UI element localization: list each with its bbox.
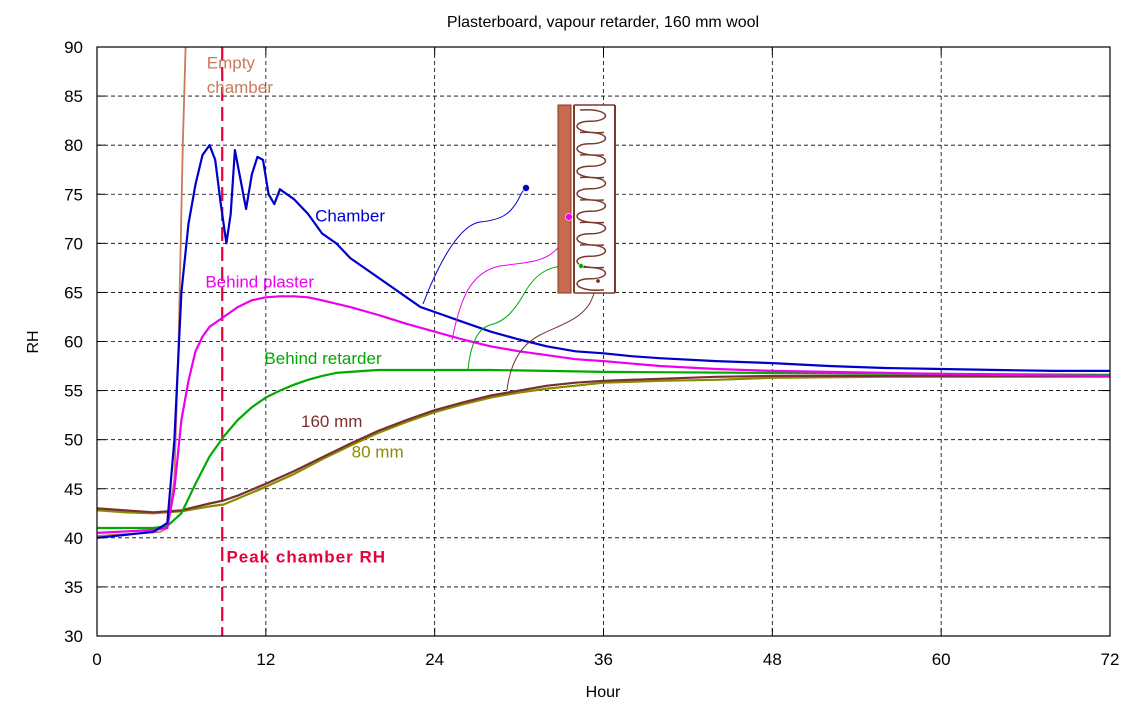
y-axis-label: RH xyxy=(25,330,42,353)
series-layer xyxy=(96,46,1111,539)
x-tick-label: 60 xyxy=(932,650,951,669)
sensor-point xyxy=(595,278,601,284)
y-tick-label: 55 xyxy=(64,382,83,401)
annotation-peak-chamber-rh: Peak chamber RH xyxy=(226,547,386,566)
sensor-point xyxy=(578,263,584,269)
y-tick-label: 45 xyxy=(64,480,83,499)
y-ticks: 30 35 40 45 50 55 60 65 70 75 80 85 90 xyxy=(64,38,1110,646)
x-tick-label: 72 xyxy=(1101,650,1120,669)
y-tick-label: 60 xyxy=(64,333,83,352)
annotation-80-mm: 80 mm xyxy=(352,442,404,461)
annotation-chamber: Chamber xyxy=(315,207,385,226)
y-tick-label: 75 xyxy=(64,185,83,204)
series-line-chamber xyxy=(96,144,1110,539)
x-axis-label: Hour xyxy=(586,684,621,701)
y-tick-label: 80 xyxy=(64,136,83,155)
y-tick-label: 70 xyxy=(64,234,83,253)
y-tick-label: 30 xyxy=(64,627,83,646)
series-line-80-mm xyxy=(96,375,1110,515)
sensor-point xyxy=(522,184,530,192)
leader-line xyxy=(422,187,527,305)
x-tick-label: 36 xyxy=(594,650,613,669)
annotation-chamber: chamber xyxy=(207,78,273,97)
wall-section-icon xyxy=(522,104,616,294)
annotation-behind-retarder: Behind retarder xyxy=(264,349,382,368)
series-line-behind-plaster xyxy=(96,295,1111,534)
y-tick-label: 40 xyxy=(64,529,83,548)
y-tick-label: 85 xyxy=(64,87,83,106)
annotation-empty: Empty xyxy=(207,54,256,73)
x-tick-label: 0 xyxy=(92,650,101,669)
x-tick-label: 12 xyxy=(256,650,275,669)
sensor-point xyxy=(565,213,573,221)
series-line-160-mm xyxy=(96,374,1110,514)
y-tick-label: 65 xyxy=(64,283,83,302)
y-tick-label: 50 xyxy=(64,431,83,450)
annotation-behind-plaster: Behind plaster xyxy=(205,273,314,292)
x-tick-label: 48 xyxy=(763,650,782,669)
series-line-behind-retarder xyxy=(97,368,1111,530)
leader-line xyxy=(467,265,581,372)
plasterboard-layer xyxy=(557,104,572,294)
y-tick-label: 35 xyxy=(64,578,83,597)
chart-title: Plasterboard, vapour retarder, 160 mm wo… xyxy=(447,14,759,31)
wool-insulation xyxy=(576,109,607,291)
annotations: Empty chamber Chamber Behind plaster Behind … xyxy=(205,54,403,567)
x-tick-label: 24 xyxy=(425,650,444,669)
y-tick-label: 90 xyxy=(64,38,83,57)
annotation-160-mm: 160 mm xyxy=(301,412,362,431)
x-ticks: 0 12 24 36 48 60 72 xyxy=(92,47,1119,669)
